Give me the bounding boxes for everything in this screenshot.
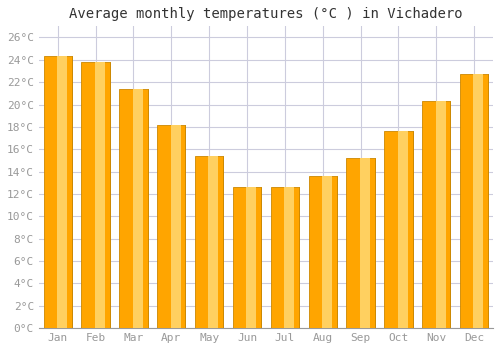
Bar <box>82 62 110 328</box>
Bar <box>57 56 67 328</box>
Bar <box>460 74 488 328</box>
Bar <box>157 125 186 328</box>
Bar <box>398 131 407 328</box>
Bar <box>233 187 261 328</box>
Bar <box>384 131 412 328</box>
Bar <box>44 56 72 328</box>
Bar <box>270 187 299 328</box>
Bar <box>284 187 294 328</box>
Bar <box>322 176 332 328</box>
Bar <box>119 89 148 328</box>
Bar <box>246 187 256 328</box>
Bar <box>170 125 180 328</box>
Bar <box>346 158 375 328</box>
Bar <box>195 156 224 328</box>
Bar <box>308 176 337 328</box>
Bar <box>436 101 446 328</box>
Bar <box>422 101 450 328</box>
Bar <box>95 62 105 328</box>
Bar <box>360 158 370 328</box>
Bar <box>208 156 218 328</box>
Bar <box>132 89 142 328</box>
Bar <box>474 74 484 328</box>
Title: Average monthly temperatures (°C ) in Vichadero: Average monthly temperatures (°C ) in Vi… <box>69 7 462 21</box>
